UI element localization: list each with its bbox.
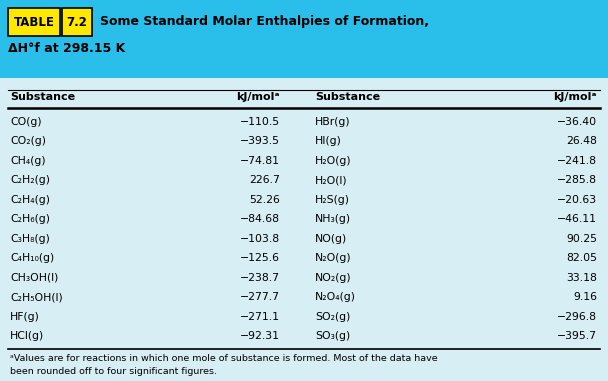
Text: ΔH°f at 298.15 K: ΔH°f at 298.15 K xyxy=(8,42,125,55)
Text: CO₂(g): CO₂(g) xyxy=(10,136,46,146)
Text: SO₃(g): SO₃(g) xyxy=(315,331,350,341)
Text: −393.5: −393.5 xyxy=(240,136,280,146)
Text: Substance: Substance xyxy=(10,92,75,102)
Text: N₂O(g): N₂O(g) xyxy=(315,253,351,263)
Text: −271.1: −271.1 xyxy=(240,312,280,322)
Text: 82.05: 82.05 xyxy=(566,253,597,263)
Text: H₂O(g): H₂O(g) xyxy=(315,156,351,166)
Text: −92.31: −92.31 xyxy=(240,331,280,341)
Text: 33.18: 33.18 xyxy=(566,273,597,283)
Text: 9.16: 9.16 xyxy=(573,292,597,302)
Text: −20.63: −20.63 xyxy=(557,195,597,205)
Text: 90.25: 90.25 xyxy=(566,234,597,244)
Text: TABLE: TABLE xyxy=(13,16,55,29)
Text: −277.7: −277.7 xyxy=(240,292,280,302)
Text: −238.7: −238.7 xyxy=(240,273,280,283)
Text: −36.40: −36.40 xyxy=(557,117,597,127)
Text: N₂O₄(g): N₂O₄(g) xyxy=(315,292,356,302)
Text: C₂H₄(g): C₂H₄(g) xyxy=(10,195,50,205)
Text: −103.8: −103.8 xyxy=(240,234,280,244)
Text: 7.2: 7.2 xyxy=(66,16,88,29)
Text: NH₃(g): NH₃(g) xyxy=(315,214,351,224)
Text: −46.11: −46.11 xyxy=(557,214,597,224)
Text: SO₂(g): SO₂(g) xyxy=(315,312,350,322)
Text: HI(g): HI(g) xyxy=(315,136,342,146)
Text: −125.6: −125.6 xyxy=(240,253,280,263)
Text: H₂S(g): H₂S(g) xyxy=(315,195,350,205)
Text: NO(g): NO(g) xyxy=(315,234,347,244)
Text: C₃H₈(g): C₃H₈(g) xyxy=(10,234,50,244)
Text: H₂O(l): H₂O(l) xyxy=(315,175,348,185)
Text: CH₃OH(l): CH₃OH(l) xyxy=(10,273,58,283)
Text: CH₄(g): CH₄(g) xyxy=(10,156,46,166)
Text: been rounded off to four significant figures.: been rounded off to four significant fig… xyxy=(10,367,217,376)
Text: C₂H₂(g): C₂H₂(g) xyxy=(10,175,50,185)
Text: Substance: Substance xyxy=(315,92,380,102)
Text: CO(g): CO(g) xyxy=(10,117,41,127)
Text: −84.68: −84.68 xyxy=(240,214,280,224)
Bar xyxy=(0,0,608,78)
Text: HBr(g): HBr(g) xyxy=(315,117,351,127)
Text: C₂H₅OH(l): C₂H₅OH(l) xyxy=(10,292,63,302)
Text: HCl(g): HCl(g) xyxy=(10,331,44,341)
Text: kJ/molᵃ: kJ/molᵃ xyxy=(237,92,280,102)
Text: −296.8: −296.8 xyxy=(557,312,597,322)
Text: −241.8: −241.8 xyxy=(557,156,597,166)
Text: −285.8: −285.8 xyxy=(557,175,597,185)
Text: −74.81: −74.81 xyxy=(240,156,280,166)
Text: C₄H₁₀(g): C₄H₁₀(g) xyxy=(10,253,54,263)
Text: −395.7: −395.7 xyxy=(557,331,597,341)
Text: ᵃValues are for reactions in which one mole of substance is formed. Most of the : ᵃValues are for reactions in which one m… xyxy=(10,354,438,363)
Text: C₂H₆(g): C₂H₆(g) xyxy=(10,214,50,224)
Text: −110.5: −110.5 xyxy=(240,117,280,127)
Text: HF(g): HF(g) xyxy=(10,312,40,322)
Bar xyxy=(62,8,92,36)
Text: NO₂(g): NO₂(g) xyxy=(315,273,351,283)
Text: 52.26: 52.26 xyxy=(249,195,280,205)
Text: 26.48: 26.48 xyxy=(566,136,597,146)
Text: 226.7: 226.7 xyxy=(249,175,280,185)
Bar xyxy=(8,8,60,36)
Text: Some Standard Molar Enthalpies of Formation,: Some Standard Molar Enthalpies of Format… xyxy=(100,16,429,29)
Text: kJ/molᵃ: kJ/molᵃ xyxy=(553,92,597,102)
